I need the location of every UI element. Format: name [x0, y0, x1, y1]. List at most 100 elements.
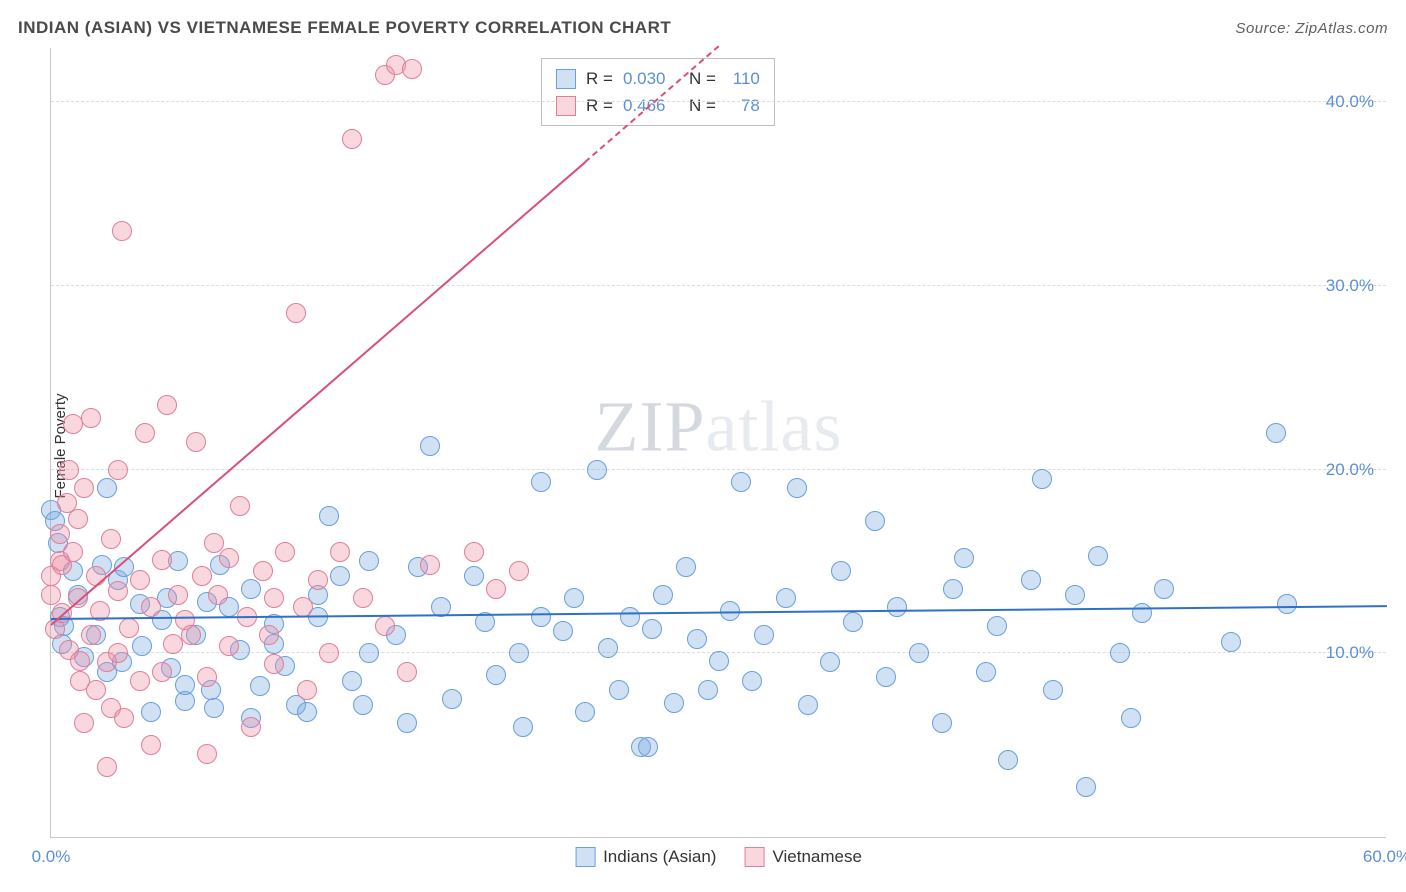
- data-point: [843, 612, 863, 632]
- data-point: [998, 750, 1018, 770]
- data-point: [402, 59, 422, 79]
- data-point: [1221, 632, 1241, 652]
- data-point: [197, 744, 217, 764]
- correlation-legend: R =0.030N =110R =0.466N =78: [541, 58, 775, 126]
- legend-swatch: [575, 847, 595, 867]
- data-point: [420, 436, 440, 456]
- data-point: [275, 542, 295, 562]
- series-legend: Indians (Asian) Vietnamese: [575, 847, 862, 867]
- data-point: [932, 713, 952, 733]
- data-point: [141, 735, 161, 755]
- data-point: [108, 643, 128, 663]
- data-point: [787, 478, 807, 498]
- data-point: [642, 619, 662, 639]
- data-point: [319, 506, 339, 526]
- data-point: [1154, 579, 1174, 599]
- data-point: [41, 585, 61, 605]
- legend-item: Indians (Asian): [575, 847, 716, 867]
- data-point: [114, 708, 134, 728]
- data-point: [1088, 546, 1108, 566]
- data-point: [175, 675, 195, 695]
- legend-swatch: [556, 69, 576, 89]
- legend-swatch: [744, 847, 764, 867]
- data-point: [442, 689, 462, 709]
- data-point: [486, 579, 506, 599]
- data-point: [297, 680, 317, 700]
- data-point: [130, 570, 150, 590]
- title-bar: INDIAN (ASIAN) VS VIETNAMESE FEMALE POVE…: [18, 18, 1388, 38]
- data-point: [598, 638, 618, 658]
- data-point: [609, 680, 629, 700]
- data-point: [63, 542, 83, 562]
- data-point: [241, 717, 261, 737]
- data-point: [1277, 594, 1297, 614]
- data-point: [653, 585, 673, 605]
- data-point: [132, 636, 152, 656]
- data-point: [976, 662, 996, 682]
- data-point: [308, 570, 328, 590]
- data-point: [638, 737, 658, 757]
- data-point: [319, 643, 339, 663]
- data-point: [59, 460, 79, 480]
- data-point: [731, 472, 751, 492]
- data-point: [564, 588, 584, 608]
- data-point: [108, 581, 128, 601]
- data-point: [330, 542, 350, 562]
- data-point: [112, 221, 132, 241]
- data-point: [74, 713, 94, 733]
- data-point: [286, 303, 306, 323]
- watermark-text: ZIPatlas: [595, 385, 843, 468]
- data-point: [754, 625, 774, 645]
- data-point: [954, 548, 974, 568]
- x-tick-label: 0.0%: [32, 847, 71, 867]
- data-point: [108, 460, 128, 480]
- data-point: [620, 607, 640, 627]
- data-point: [831, 561, 851, 581]
- data-point: [81, 408, 101, 428]
- data-point: [943, 579, 963, 599]
- data-point: [86, 680, 106, 700]
- data-point: [359, 551, 379, 571]
- data-point: [101, 529, 121, 549]
- gridline: [51, 101, 1386, 102]
- scatter-plot: ZIPatlas R =0.030N =110R =0.466N =78 Ind…: [50, 48, 1386, 838]
- y-tick-label: 30.0%: [1326, 276, 1374, 296]
- data-point: [141, 597, 161, 617]
- data-point: [397, 713, 417, 733]
- data-point: [798, 695, 818, 715]
- chart-title: INDIAN (ASIAN) VS VIETNAMESE FEMALE POVE…: [18, 18, 671, 38]
- data-point: [397, 662, 417, 682]
- data-point: [342, 671, 362, 691]
- data-point: [181, 625, 201, 645]
- legend-row: R =0.030N =110: [556, 65, 760, 92]
- data-point: [152, 662, 172, 682]
- legend-item: Vietnamese: [744, 847, 861, 867]
- data-point: [742, 671, 762, 691]
- data-point: [1266, 423, 1286, 443]
- data-point: [887, 597, 907, 617]
- data-point: [709, 651, 729, 671]
- data-point: [152, 550, 172, 570]
- y-tick-label: 40.0%: [1326, 92, 1374, 112]
- data-point: [353, 588, 373, 608]
- data-point: [70, 651, 90, 671]
- data-point: [163, 634, 183, 654]
- data-point: [264, 654, 284, 674]
- data-point: [253, 561, 273, 581]
- data-point: [553, 621, 573, 641]
- data-point: [1110, 643, 1130, 663]
- data-point: [192, 566, 212, 586]
- data-point: [330, 566, 350, 586]
- data-point: [342, 129, 362, 149]
- data-point: [509, 643, 529, 663]
- legend-swatch: [556, 96, 576, 116]
- data-point: [359, 643, 379, 663]
- data-point: [68, 509, 88, 529]
- gridline: [51, 469, 1386, 470]
- data-point: [186, 432, 206, 452]
- data-point: [509, 561, 529, 581]
- data-point: [208, 585, 228, 605]
- data-point: [219, 548, 239, 568]
- data-point: [698, 680, 718, 700]
- gridline: [51, 285, 1386, 286]
